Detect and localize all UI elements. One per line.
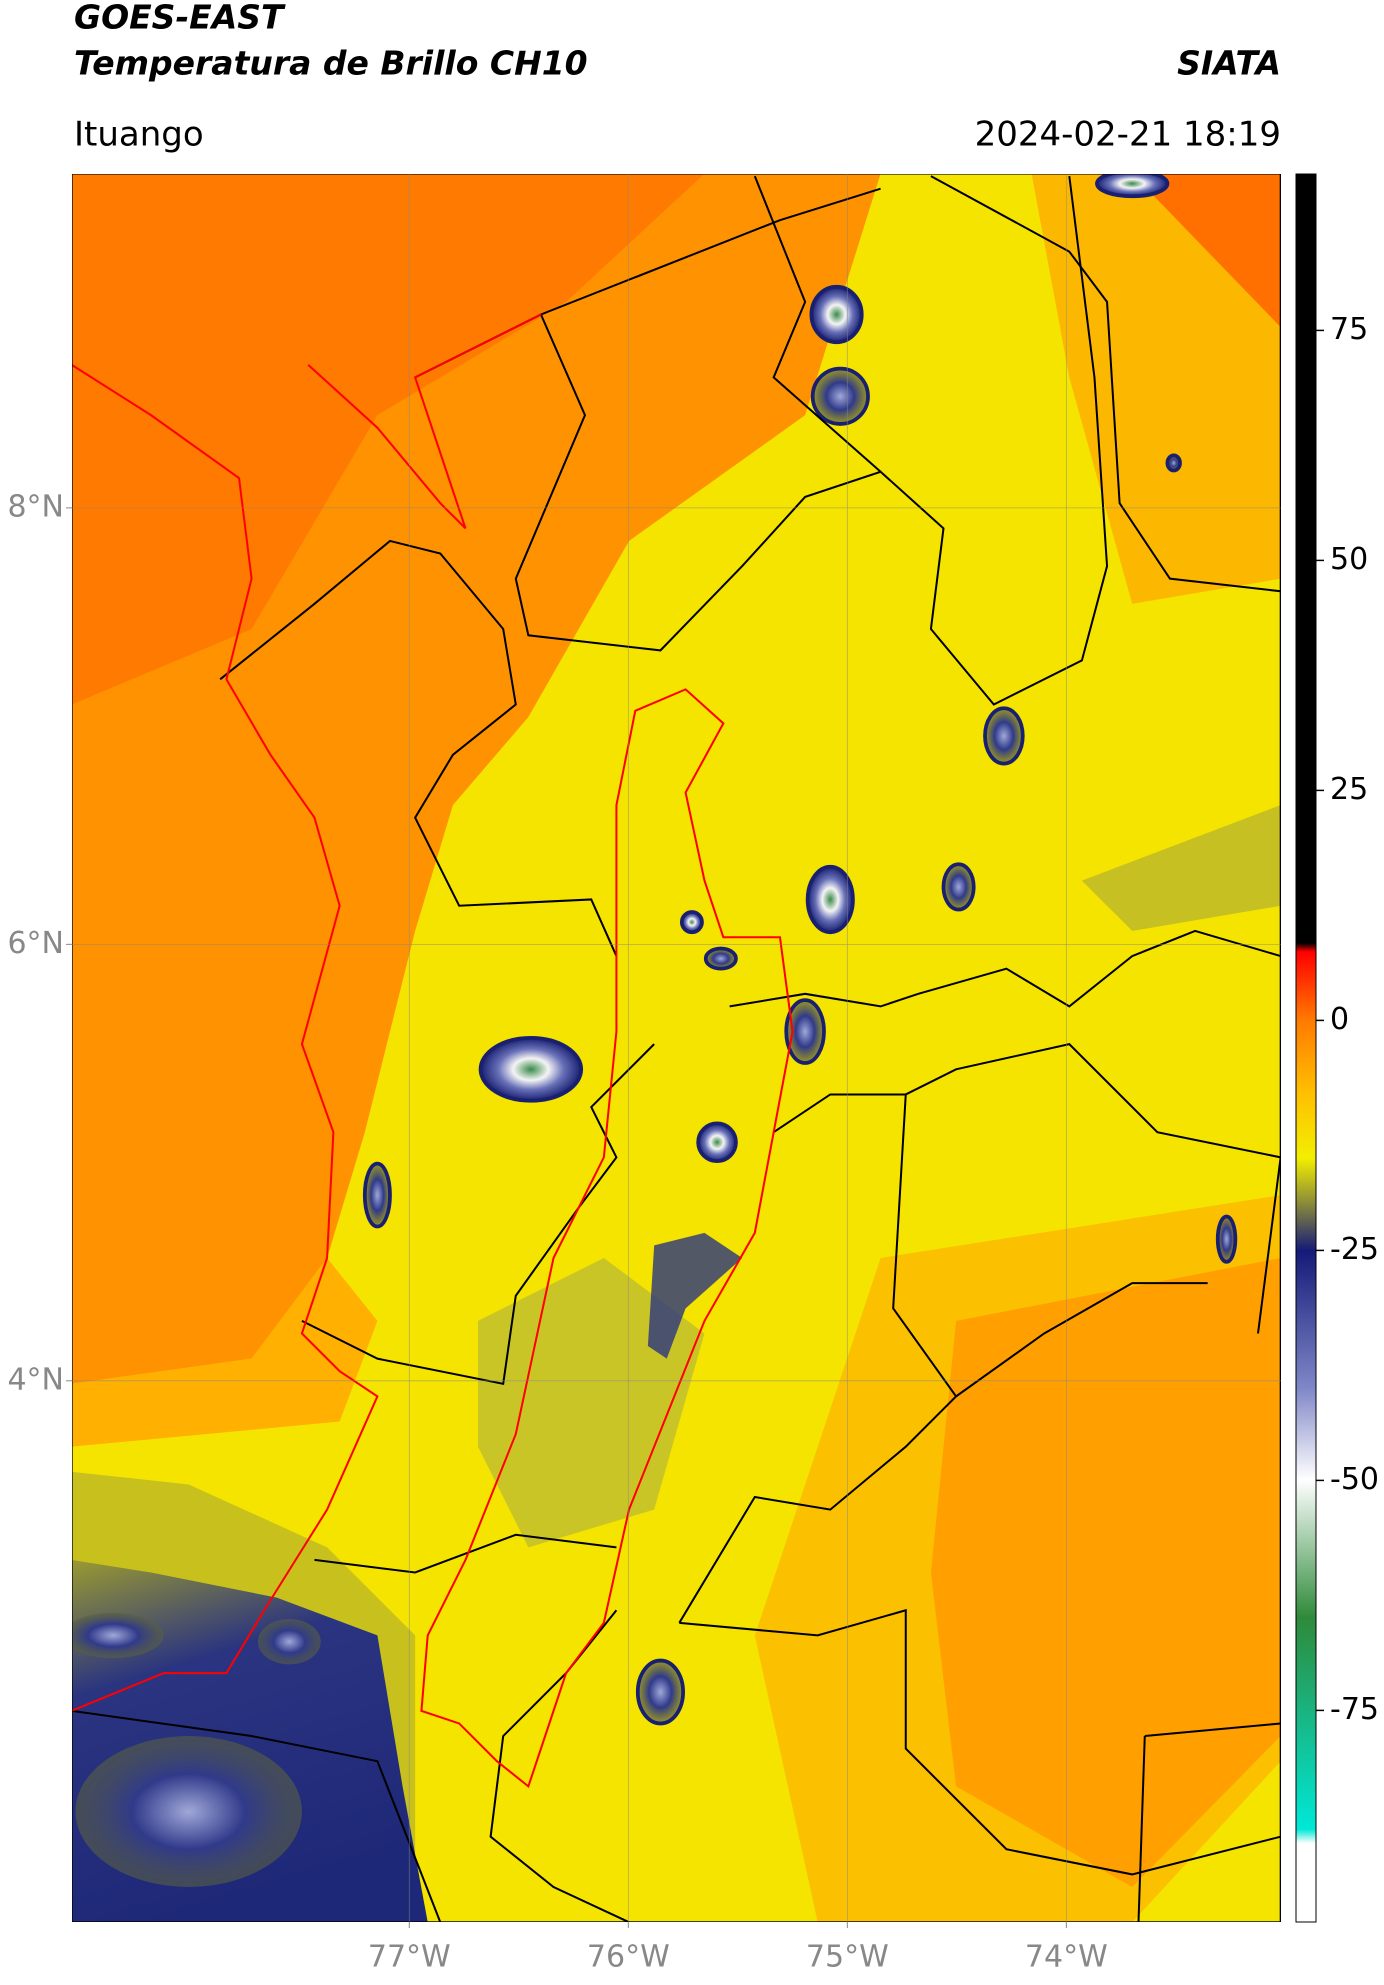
colorbar-tick-label: -25 [1330, 1232, 1379, 1267]
x-tick-label: 74°W [1025, 1940, 1108, 1975]
colorbar-tick-label: 50 [1330, 542, 1368, 577]
title: GOES-EAST [74, 0, 286, 37]
colorbar-tick-label: 75 [1330, 312, 1368, 347]
source: SIATA [1177, 44, 1281, 83]
x-tick-label: 75°W [806, 1940, 889, 1975]
satellite-image [72, 174, 1281, 1922]
x-tick-label: 77°W [368, 1940, 451, 1975]
colorbar-tick-label: -75 [1330, 1692, 1379, 1727]
location: Ituango [74, 115, 204, 155]
colorbar-tick-label: -50 [1330, 1462, 1379, 1497]
axes: 77°W 76°W 75°W 74°W 8°N 6°N 4°N 75 50 25 0 -25 -50 -7… [7, 174, 1379, 1975]
colorbar-tick-label: 0 [1330, 1002, 1349, 1037]
y-tick-label: 8°N [7, 489, 64, 524]
subtitle: Temperatura de Brillo CH10 [74, 44, 588, 83]
x-tick-label: 76°W [587, 1940, 670, 1975]
colorbar-tick-label: 25 [1330, 772, 1368, 807]
datetime: 2024-02-21 18:19 [975, 115, 1281, 155]
colorbar [1295, 173, 1317, 1923]
y-tick-label: 6°N [7, 926, 64, 961]
y-tick-label: 4°N [7, 1362, 64, 1397]
